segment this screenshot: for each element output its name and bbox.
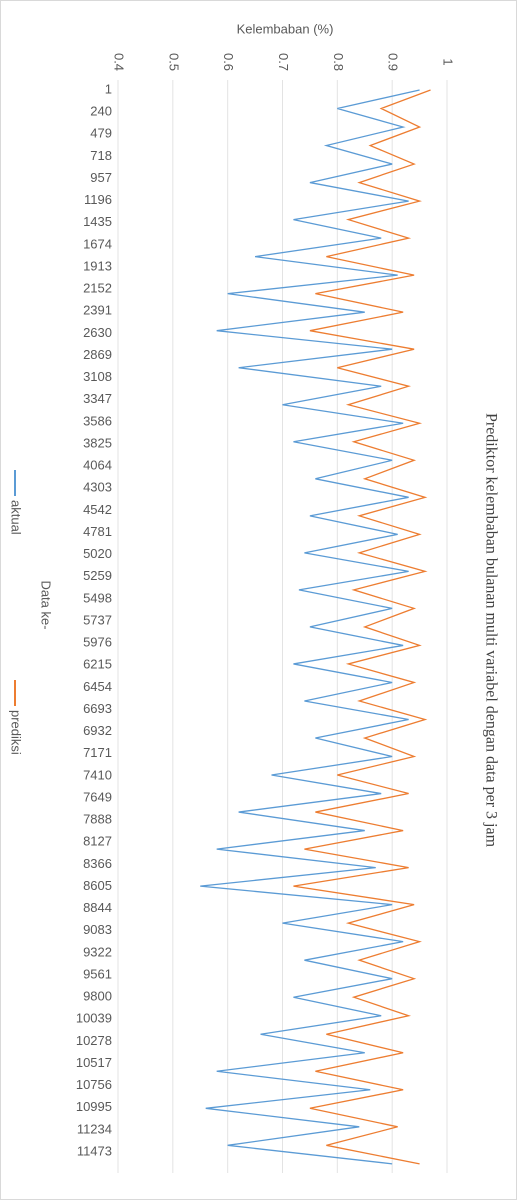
x-tick-label: 1196 (84, 192, 112, 207)
x-tick-label: 6454 (83, 679, 112, 694)
x-tick-label: 3347 (83, 391, 112, 406)
x-tick-label: 2391 (83, 303, 112, 318)
y-tick-label: 0.8 (331, 53, 346, 71)
x-tick-label: 3108 (83, 369, 112, 384)
x-tick-label: 7649 (83, 789, 112, 804)
x-tick-label: 2152 (83, 281, 112, 296)
x-tick-label: 6932 (83, 723, 112, 738)
x-tick-label: 10039 (76, 1011, 112, 1026)
x-tick-label: 10756 (76, 1077, 112, 1092)
x-tick-label: 4781 (83, 524, 112, 539)
x-tick-label: 3825 (83, 435, 112, 450)
x-tick-label: 2869 (83, 347, 112, 362)
y-tick-label: 1 (441, 58, 456, 65)
x-tick-label: 2630 (83, 325, 112, 340)
x-tick-label: 4542 (83, 502, 112, 517)
x-tick-label: 8127 (83, 834, 112, 849)
x-tick-label: 10995 (76, 1099, 112, 1114)
y-tick-label: 0.5 (166, 53, 181, 71)
x-tick-label: 1435 (83, 214, 112, 229)
x-tick-label: 957 (90, 170, 112, 185)
x-tick-label: 5976 (83, 635, 112, 650)
x-tick-label: 11234 (77, 1121, 112, 1136)
x-tick-label: 5737 (83, 612, 112, 627)
x-tick-label: 5498 (83, 590, 112, 605)
chart-title: Prediktor kelembaban bulanan multi varia… (482, 413, 499, 848)
x-tick-label: 8366 (83, 856, 112, 871)
legend-label: prediksi (9, 710, 24, 755)
x-tick-label: 10278 (76, 1033, 112, 1048)
x-tick-label: 10517 (76, 1055, 112, 1070)
x-tick-label: 8605 (83, 878, 112, 893)
x-tick-label: 4303 (83, 480, 112, 495)
x-tick-label: 4064 (83, 458, 112, 473)
x-tick-label: 3586 (83, 413, 112, 428)
x-tick-label: 9800 (83, 989, 112, 1004)
x-tick-label: 9322 (83, 944, 112, 959)
x-tick-label: 5259 (83, 568, 112, 583)
legend-label: aktual (9, 500, 24, 535)
y-axis-label: Kelembaban (%) (237, 21, 334, 36)
y-tick-label: 0.4 (112, 53, 127, 71)
x-axis-label: Data ke- (39, 580, 54, 629)
x-tick-label: 1674 (83, 236, 112, 251)
x-tick-label: 6693 (83, 701, 112, 716)
x-tick-label: 479 (90, 126, 112, 141)
y-tick-label: 0.6 (221, 53, 236, 71)
series-line (293, 89, 431, 1165)
x-tick-label: 8844 (83, 900, 112, 915)
x-tick-label: 9561 (83, 966, 112, 981)
series-line (200, 89, 420, 1165)
x-tick-label: 9083 (83, 922, 112, 937)
x-tick-label: 7888 (83, 812, 112, 827)
x-tick-label: 7171 (83, 745, 112, 760)
x-tick-label: 11473 (77, 1143, 112, 1158)
x-tick-label: 1 (105, 81, 112, 96)
y-tick-label: 0.7 (276, 53, 291, 71)
x-tick-label: 1913 (83, 258, 112, 273)
x-tick-label: 240 (90, 104, 112, 119)
x-tick-label: 6215 (83, 657, 112, 672)
x-tick-label: 5020 (83, 546, 112, 561)
x-tick-label: 7410 (83, 767, 112, 782)
x-tick-label: 718 (90, 148, 112, 163)
y-tick-label: 0.9 (386, 53, 401, 71)
